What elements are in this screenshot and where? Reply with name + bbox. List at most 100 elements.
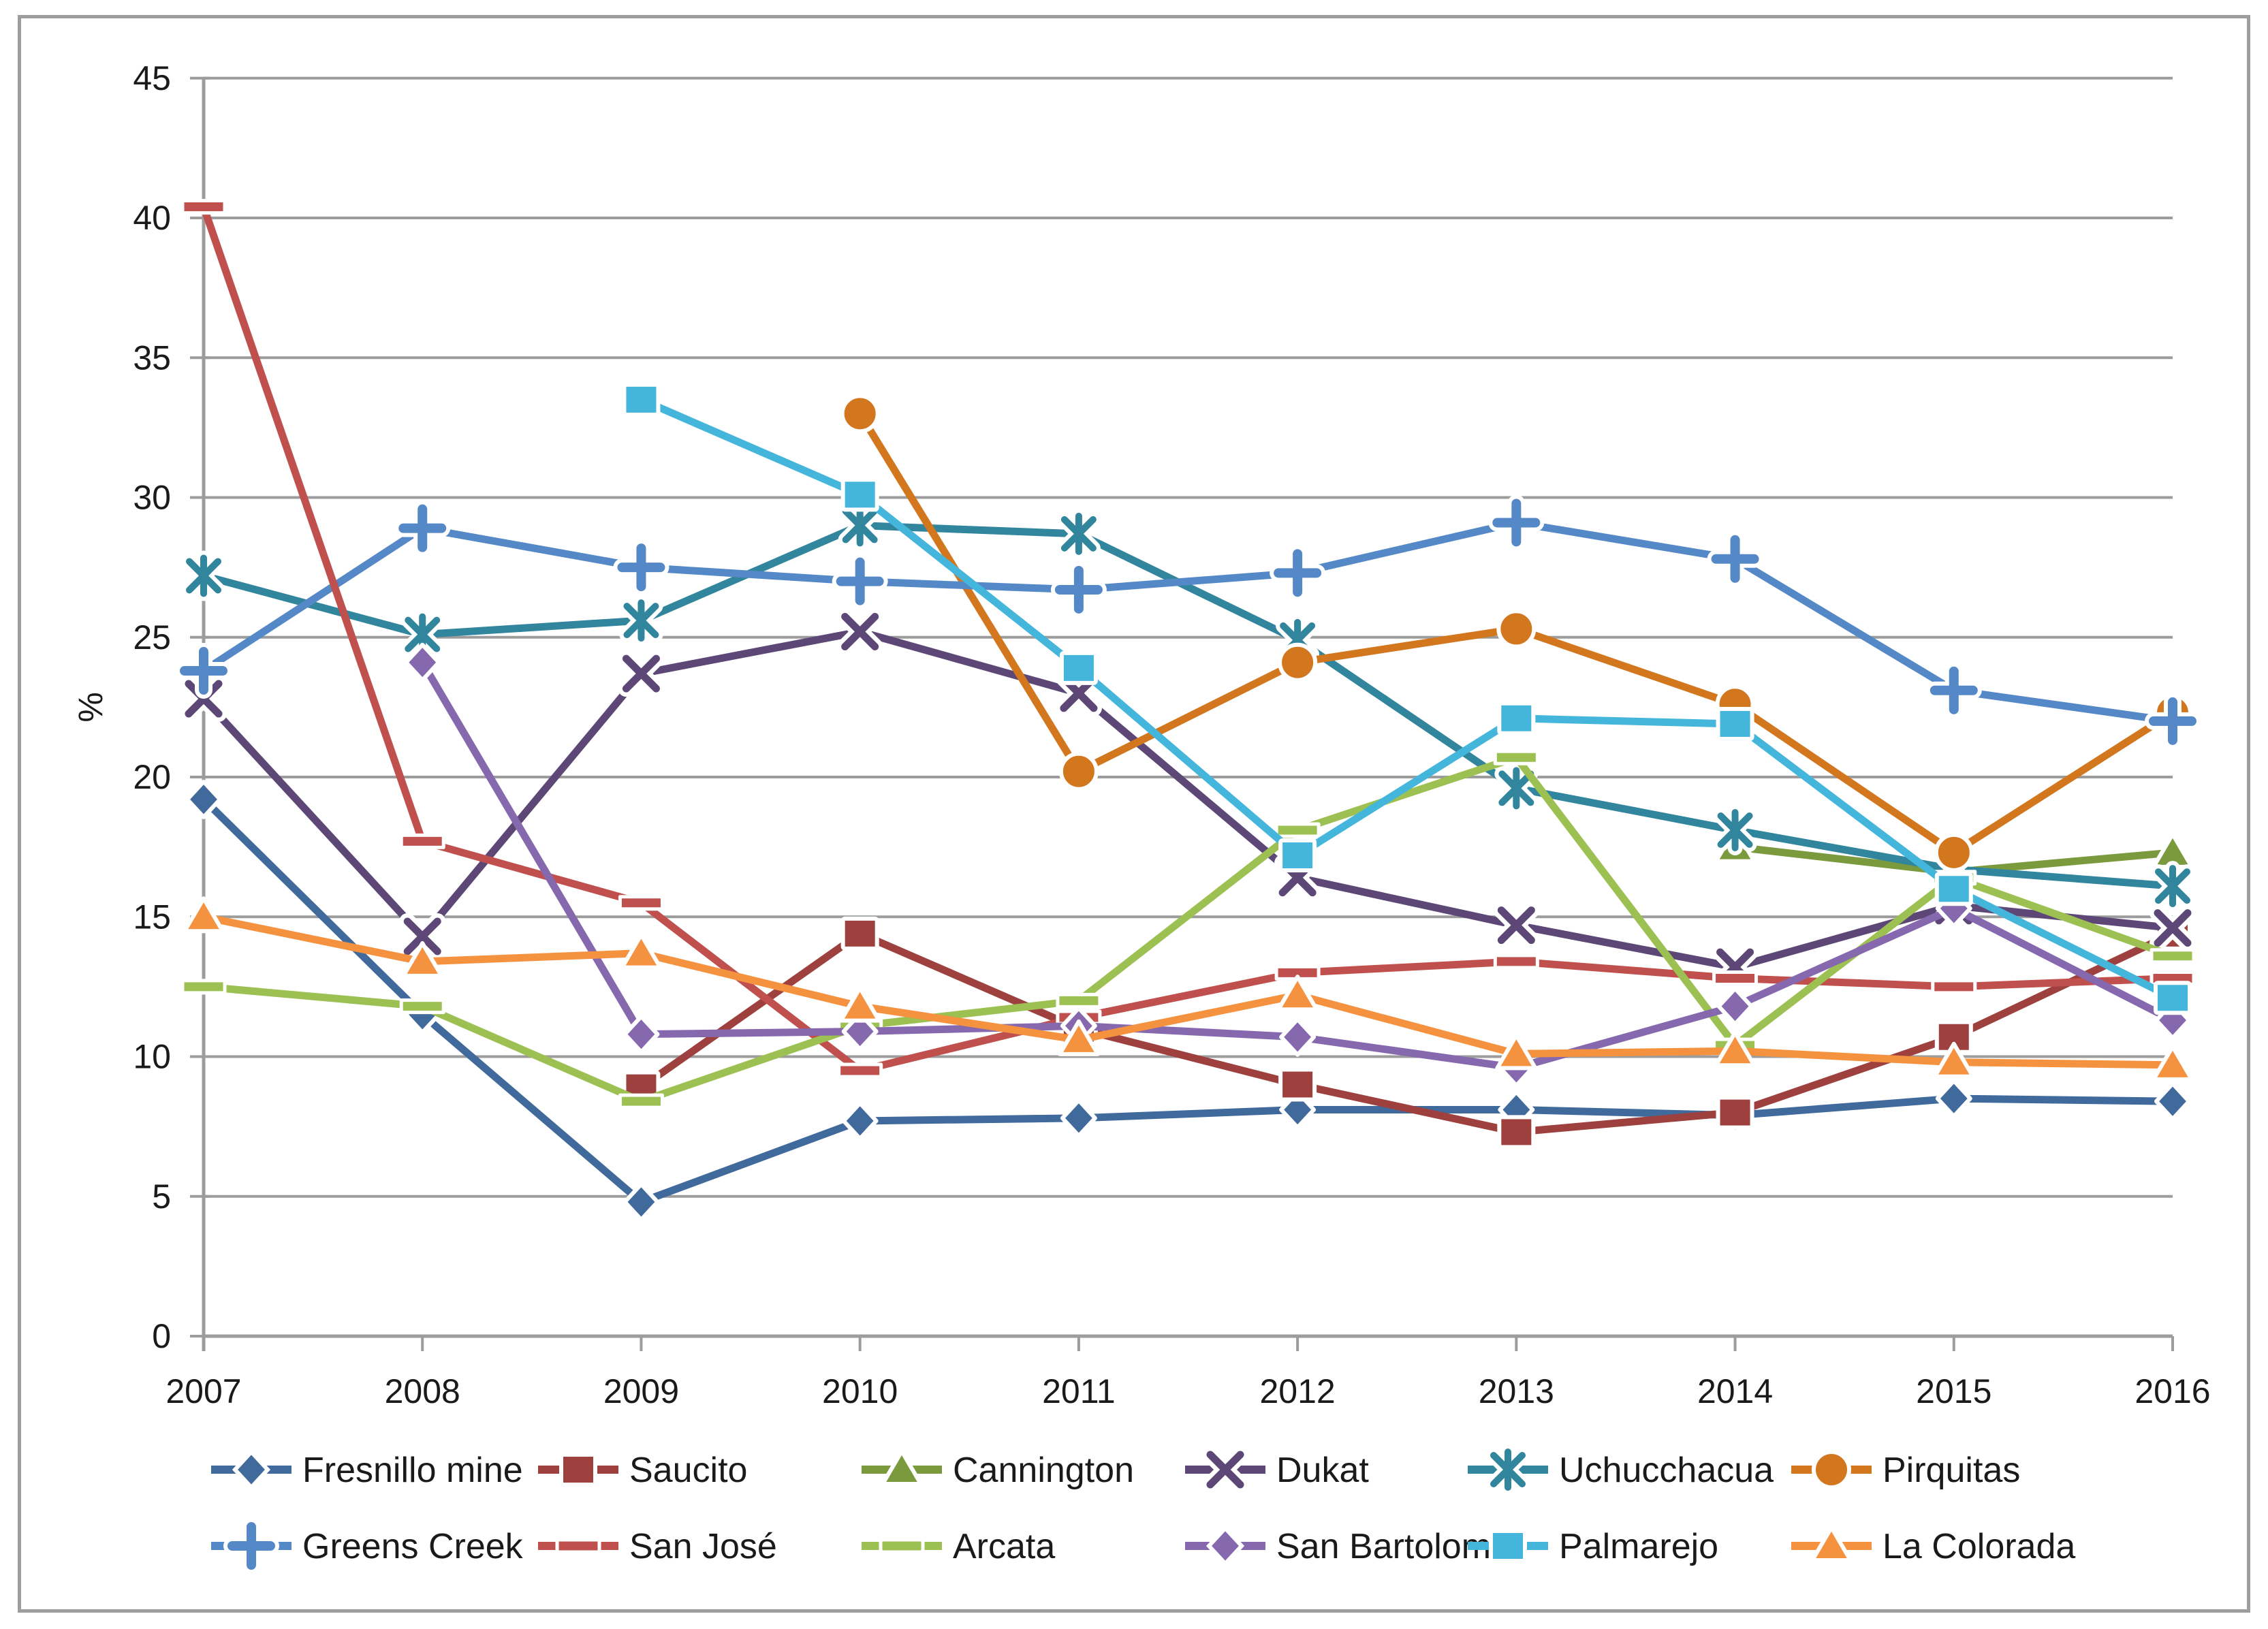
legend-marker-saucito-icon (559, 1453, 597, 1487)
data-point-pirquitas (1496, 609, 1537, 649)
data-point-greens-creek (1707, 531, 1763, 587)
data-point-uchucchacua (182, 550, 225, 601)
grid-and-axes (190, 76, 2174, 1351)
data-point-dukat (399, 913, 446, 960)
data-point-dukat (180, 676, 227, 723)
data-point-greens-creek (613, 539, 670, 596)
data-point-san-jos (837, 1062, 883, 1079)
data-point-la-colorada (2152, 1044, 2194, 1081)
series-uchucchacua (182, 500, 2194, 912)
y-tick-label-15: 15 (133, 898, 171, 936)
y-tick-label-30: 30 (133, 479, 171, 517)
series-line-fresnillo-mine (200, 795, 2177, 1206)
data-point-la-colorada (838, 985, 881, 1023)
data-point-palmarejo (622, 382, 661, 417)
data-point-san-bartolom (1716, 986, 1754, 1026)
legend-item-san-bartolom: San Bartolomé (1185, 1525, 1511, 1567)
legend-label-fresnillo-mine: Fresnillo mine (302, 1451, 523, 1490)
data-point-fresnillo-mine (2154, 1081, 2191, 1122)
data-point-san-bartolom (623, 1014, 660, 1054)
data-point-pirquitas (1278, 642, 1318, 682)
legend-item-saucito: Saucito (538, 1451, 747, 1490)
y-tick-label-45: 45 (133, 59, 171, 97)
legend-marker-arcata-icon (879, 1538, 925, 1554)
x-tick-label-2007: 2007 (166, 1372, 241, 1410)
legend-item-greens-creek: Greens Creek (211, 1518, 524, 1574)
chart-frame (18, 15, 2250, 1613)
legend-item-pirquitas: Pirquitas (1791, 1450, 2020, 1490)
data-point-san-jos (1712, 970, 1759, 987)
series-la-colorada (183, 896, 2194, 1081)
x-tick-label-2015: 2015 (1916, 1372, 1991, 1410)
data-point-dukat (2149, 904, 2196, 951)
data-point-greens-creek (2145, 693, 2201, 749)
data-point-dukat (1493, 902, 1540, 949)
data-point-fresnillo-mine (841, 1101, 879, 1141)
legend-marker-dukat-icon (1202, 1446, 1248, 1493)
data-point-san-jos (399, 833, 445, 849)
data-point-arcata (1056, 992, 1102, 1009)
data-point-palmarejo (1497, 701, 1536, 736)
legend-label-greens-creek: Greens Creek (302, 1527, 524, 1566)
series-palmarejo (622, 382, 2192, 1015)
data-point-greens-creek (1050, 561, 1107, 618)
data-point-palmarejo (1934, 872, 1973, 906)
series-line-greens-creek (200, 518, 2177, 725)
data-point-dukat (836, 608, 883, 655)
series-layer (176, 199, 2201, 1222)
data-point-dukat (618, 650, 665, 697)
data-point-fresnillo-mine (1935, 1079, 1972, 1119)
x-tick-label-2012: 2012 (1259, 1372, 1335, 1410)
y-tick-label-10: 10 (133, 1038, 171, 1076)
data-point-la-colorada (620, 932, 663, 970)
series-san-jos (180, 199, 2196, 1079)
data-point-san-jos (1493, 953, 1539, 970)
data-point-la-colorada (1057, 1019, 1100, 1056)
data-point-greens-creek (1925, 662, 1982, 718)
series-line-uchucchacua (200, 522, 2177, 890)
y-tick-label-25: 25 (133, 618, 171, 657)
data-point-saucito (1497, 1115, 1536, 1150)
series-fresnillo-mine (185, 779, 2191, 1222)
data-point-san-jos (1931, 979, 1977, 995)
data-point-greens-creek (176, 643, 232, 699)
data-point-arcata (180, 979, 227, 995)
legend-item-la-colorada: La Colorada (1791, 1523, 2075, 1566)
data-point-uchucchacua (2151, 861, 2194, 912)
series-line-saucito (637, 930, 2177, 1136)
x-tick-label-2009: 2009 (603, 1372, 679, 1410)
data-point-palmarejo (2154, 981, 2192, 1015)
legend-marker-san-bartolom-icon (1206, 1525, 1245, 1567)
legend-marker-la-colorada-icon (1808, 1523, 1855, 1562)
data-point-arcata (2149, 948, 2196, 964)
data-point-saucito (840, 916, 879, 951)
data-point-fresnillo-mine (1060, 1098, 1097, 1138)
data-point-la-colorada (1714, 1030, 1757, 1068)
legend-label-dukat: Dukat (1276, 1451, 1369, 1490)
data-point-palmarejo (1716, 707, 1754, 742)
series-line-palmarejo (637, 396, 2177, 1002)
legend-label-arcata: Arcata (953, 1527, 1055, 1566)
x-tick-label-2013: 2013 (1479, 1372, 1554, 1410)
x-tick-label-2016: 2016 (2135, 1372, 2210, 1410)
series-line-la-colorada (200, 913, 2177, 1069)
legend-label-palmarejo: Palmarejo (1559, 1527, 1718, 1566)
data-point-arcata (1493, 749, 1539, 765)
data-point-fresnillo-mine (623, 1182, 660, 1222)
legend: Fresnillo mine Saucito Cannington Dukat Uchu… (211, 1444, 2075, 1574)
x-tick-label-2011: 2011 (1042, 1372, 1116, 1410)
y-tick-label-35: 35 (133, 338, 171, 377)
data-point-arcata (618, 1093, 664, 1109)
data-point-greens-creek (832, 553, 888, 610)
legend-item-uchucchacua: Uchucchacua (1468, 1444, 1774, 1495)
data-point-uchucchacua (838, 500, 882, 551)
data-point-san-bartolom (404, 642, 441, 682)
legend-item-cannington: Cannington (862, 1447, 1134, 1490)
data-point-palmarejo (1278, 838, 1317, 872)
data-point-la-colorada (401, 940, 444, 978)
data-point-fresnillo-mine (1279, 1090, 1317, 1130)
data-point-arcata (399, 998, 445, 1015)
legend-marker-uchucchacua-icon (1486, 1444, 1530, 1495)
legend-label-cannington: Cannington (953, 1451, 1134, 1490)
